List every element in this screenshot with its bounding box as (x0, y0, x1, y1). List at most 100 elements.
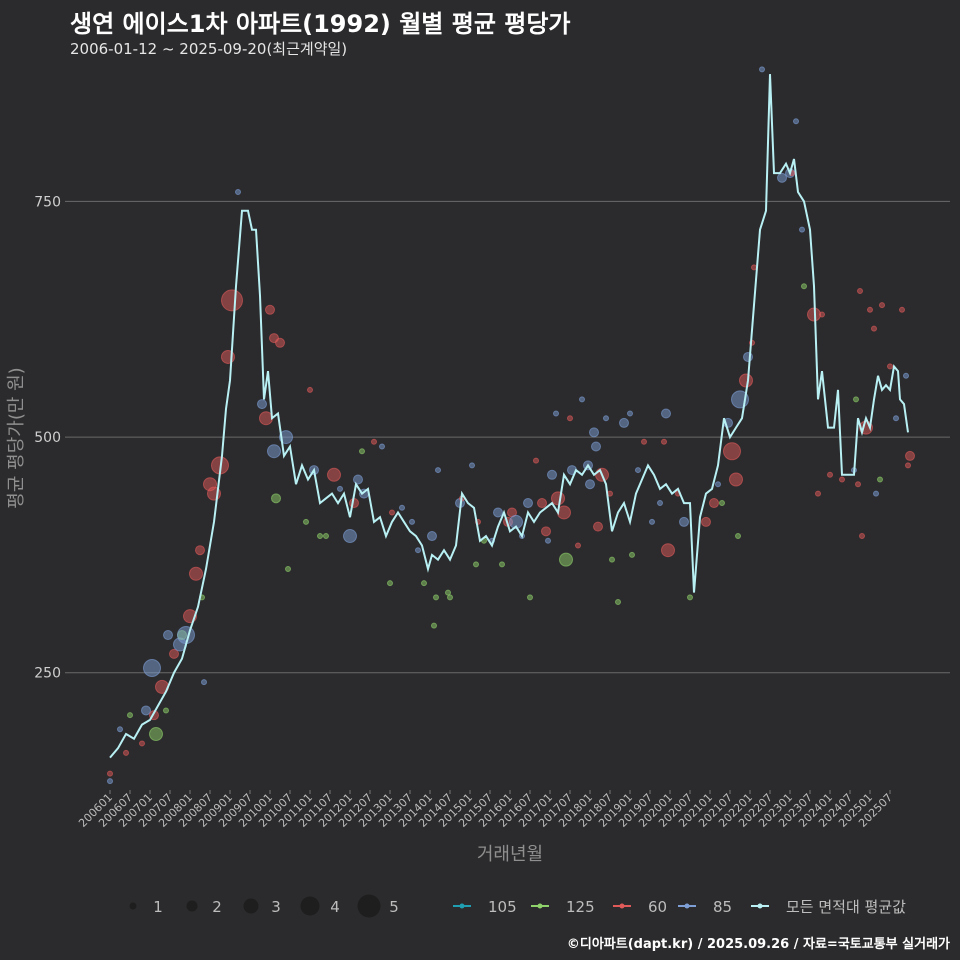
point-85 (201, 679, 207, 686)
x-axis-ticks: 2006012006072007012007072008012008072009… (76, 790, 895, 830)
point-125 (149, 727, 163, 742)
legend-series-label: 85 (713, 898, 732, 916)
point-125 (163, 707, 169, 714)
source-credit: ©디아파트(dapt.kr) / 2025.09.26 / 자료=국토교통부 실… (566, 937, 950, 952)
point-125 (359, 448, 365, 455)
point-60 (701, 516, 711, 527)
point-60 (123, 749, 129, 756)
legend-series-dot (757, 903, 763, 909)
point-60 (709, 498, 719, 509)
point-125 (687, 594, 693, 601)
y-tick-label: 250 (34, 666, 61, 682)
point-125 (317, 533, 323, 540)
point-125 (433, 594, 439, 601)
point-85 (143, 659, 161, 678)
point-125 (127, 712, 133, 719)
point-85 (903, 372, 909, 379)
point-60 (389, 509, 395, 516)
point-60 (551, 491, 565, 506)
point-60 (139, 740, 145, 747)
point-85 (235, 188, 241, 195)
point-125 (609, 556, 615, 563)
legend-series-dot (459, 903, 465, 909)
point-125 (559, 552, 573, 567)
point-85 (107, 778, 113, 785)
point-85 (379, 443, 385, 450)
legend-size-dot (357, 894, 381, 918)
point-60 (221, 289, 243, 312)
point-85 (579, 396, 585, 403)
point-125 (801, 283, 807, 290)
point-60 (661, 438, 667, 445)
point-60 (259, 411, 273, 426)
point-60 (729, 472, 743, 487)
point-60 (723, 442, 741, 461)
point-85 (893, 415, 899, 422)
point-125 (387, 580, 393, 587)
point-125 (421, 580, 427, 587)
chart-title: 생연 에이스1차 아파트(1992) 월별 평균 평당가 (70, 10, 571, 38)
point-85 (523, 498, 533, 509)
point-125 (527, 594, 533, 601)
point-60 (855, 481, 861, 488)
point-60 (871, 325, 877, 332)
legend-size-dot (243, 898, 259, 914)
point-125 (877, 476, 883, 483)
point-125 (303, 518, 309, 525)
point-85 (873, 490, 879, 497)
point-85 (743, 351, 753, 362)
grid-lines (65, 200, 950, 674)
point-60 (827, 471, 833, 478)
legend-series-dot (619, 903, 625, 909)
point-125 (473, 561, 479, 568)
point-85 (759, 66, 765, 73)
y-tick-label: 500 (34, 430, 61, 446)
point-60 (189, 566, 203, 581)
point-60 (107, 770, 113, 777)
point-85 (257, 399, 267, 410)
point-85 (469, 462, 475, 469)
point-85 (343, 529, 357, 544)
point-125 (285, 566, 291, 573)
point-125 (431, 622, 437, 629)
point-60 (661, 543, 675, 558)
point-85 (661, 408, 671, 419)
y-axis-ticks: 250 500 750 (34, 194, 61, 681)
point-60 (751, 264, 757, 271)
point-125 (735, 533, 741, 540)
point-85 (399, 504, 405, 511)
point-60 (371, 438, 377, 445)
point-60 (307, 386, 313, 393)
point-85 (603, 415, 609, 422)
point-85 (591, 441, 601, 452)
legend-series-label: 60 (648, 898, 667, 916)
legend-size-label: 4 (330, 898, 340, 916)
average-price-line (109, 74, 909, 759)
point-125 (499, 561, 505, 568)
point-60 (867, 306, 873, 313)
point-60 (739, 373, 753, 388)
chart-subtitle: 2006-01-12 ~ 2025-09-20(최근계약일) (70, 40, 348, 58)
point-60 (265, 304, 275, 315)
point-85 (427, 531, 437, 542)
point-125 (447, 594, 453, 601)
point-60 (815, 490, 821, 497)
point-60 (195, 545, 205, 556)
legend: 1 2 3 4 5 105 125 60 85 모든 면적대 평균값 (129, 894, 906, 918)
point-85 (267, 444, 281, 459)
legend-size-dot (129, 902, 137, 910)
point-85 (415, 547, 421, 554)
point-85 (799, 226, 805, 233)
point-60 (857, 287, 863, 294)
point-85 (649, 518, 655, 525)
point-60 (899, 306, 905, 313)
legend-size-label: 1 (153, 898, 163, 916)
legend-size-dot (186, 900, 198, 912)
point-85 (117, 726, 123, 733)
point-60 (859, 533, 865, 540)
point-125 (853, 396, 859, 403)
point-125 (629, 551, 635, 558)
point-85 (679, 516, 689, 527)
point-85 (657, 500, 663, 507)
point-60 (537, 498, 547, 509)
